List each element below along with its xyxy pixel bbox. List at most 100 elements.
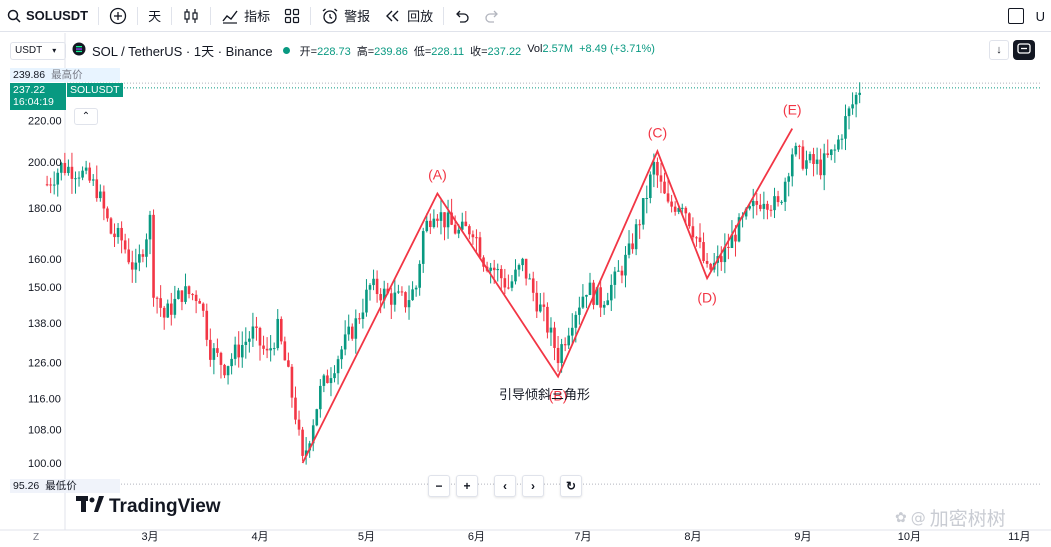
candle-body bbox=[130, 262, 134, 270]
layouts-button[interactable] bbox=[277, 0, 307, 32]
candle-body bbox=[801, 146, 805, 169]
candle-body bbox=[347, 326, 351, 335]
zoom-in-button[interactable]: + bbox=[456, 475, 478, 497]
candle-body bbox=[109, 218, 113, 234]
minus-icon: − bbox=[435, 479, 443, 493]
candle-body bbox=[287, 360, 290, 367]
candle-body bbox=[641, 198, 645, 225]
candle-body bbox=[49, 184, 52, 186]
candle-body bbox=[95, 179, 99, 199]
candle-body bbox=[531, 278, 535, 293]
candle-body bbox=[691, 226, 695, 238]
candle-body bbox=[780, 201, 783, 203]
candle-body bbox=[198, 301, 201, 304]
chart-area[interactable]: (A) (B) (C) (D) (E) 100.00 108.00 116.00 126.00… bbox=[0, 33, 1051, 547]
chevron-left-icon: ‹ bbox=[503, 479, 507, 493]
compare-symbol-button[interactable] bbox=[102, 0, 134, 32]
candle-body bbox=[453, 224, 457, 234]
low-price-tag: 95.26 最低价 bbox=[10, 479, 120, 493]
candle-body bbox=[52, 184, 56, 186]
candle-body bbox=[88, 167, 91, 181]
candle-body bbox=[134, 262, 138, 270]
wave-label: (A) bbox=[428, 167, 447, 183]
undo-icon bbox=[454, 9, 470, 23]
divider bbox=[210, 6, 212, 25]
candle-body bbox=[563, 344, 567, 346]
candle-body bbox=[570, 327, 574, 336]
candle-body bbox=[719, 256, 723, 263]
plus-circle-icon bbox=[109, 7, 127, 25]
candle-body bbox=[617, 270, 620, 272]
chart-type-button[interactable] bbox=[175, 0, 207, 32]
candle-body bbox=[613, 271, 617, 285]
x-tick-label: 11月 bbox=[1008, 531, 1030, 543]
candle-body bbox=[595, 287, 599, 305]
replay-button[interactable]: 回放 bbox=[377, 0, 440, 32]
zoom-out-button[interactable]: − bbox=[428, 475, 450, 497]
candle-body bbox=[169, 303, 173, 315]
collapse-button[interactable]: ⌃ bbox=[74, 108, 98, 125]
wave-label: (D) bbox=[697, 289, 716, 305]
candle-body bbox=[59, 162, 63, 173]
candle-body bbox=[680, 207, 684, 209]
candle-body bbox=[400, 291, 404, 293]
interval-button[interactable]: 天 bbox=[141, 0, 168, 32]
candle-body bbox=[301, 429, 304, 456]
replay-label: 回放 bbox=[407, 9, 434, 24]
candle-body bbox=[698, 237, 702, 243]
fullscreen-icon[interactable] bbox=[1007, 8, 1024, 24]
interval-label: 天 bbox=[148, 9, 162, 24]
candle-body bbox=[432, 218, 436, 228]
candle-body bbox=[666, 193, 670, 202]
candle-body bbox=[404, 292, 407, 308]
candle-body bbox=[492, 267, 496, 271]
download-button[interactable]: ↓ bbox=[989, 40, 1009, 60]
candle-body bbox=[670, 201, 673, 207]
redo-button[interactable] bbox=[477, 0, 507, 32]
candle-body bbox=[663, 181, 666, 194]
screenshot-button[interactable] bbox=[1013, 40, 1035, 60]
chevron-down-icon: ▾ bbox=[52, 46, 57, 55]
brand-name: TradingView bbox=[109, 496, 221, 517]
indicators-button[interactable]: 指标 bbox=[214, 0, 277, 32]
symbol-search-button[interactable]: SOLUSDT bbox=[0, 0, 95, 32]
candle-body bbox=[776, 196, 780, 203]
undo-button[interactable] bbox=[447, 0, 477, 32]
currency-select[interactable]: USDT ▾ bbox=[10, 41, 66, 60]
candle-body bbox=[581, 296, 585, 308]
candle-body bbox=[354, 318, 358, 339]
price-chart[interactable]: (A) (B) (C) (D) (E) 100.00 108.00 116.00 126.00… bbox=[0, 33, 1051, 547]
candle-body bbox=[258, 327, 262, 346]
candle-body bbox=[201, 303, 205, 311]
alert-button[interactable]: 警报 bbox=[314, 0, 377, 32]
candle-body bbox=[503, 278, 507, 288]
scroll-left-button[interactable]: ‹ bbox=[494, 475, 516, 497]
candle-body bbox=[265, 348, 269, 351]
candle-body bbox=[464, 221, 468, 227]
candle-body bbox=[585, 294, 588, 297]
candle-body bbox=[255, 326, 258, 328]
candle-body bbox=[695, 237, 698, 239]
scroll-right-button[interactable]: › bbox=[522, 475, 544, 497]
candle-body bbox=[499, 268, 503, 279]
candle-body bbox=[162, 307, 166, 318]
candle-body bbox=[74, 178, 77, 180]
candle-body bbox=[138, 254, 141, 263]
candle-body bbox=[684, 207, 688, 214]
candle-body bbox=[372, 278, 375, 286]
chart-navigation: − + ‹ › ↻ bbox=[428, 475, 582, 497]
symbol-title: SOL / TetherUS · 1天 · Binance bbox=[92, 44, 273, 59]
candle-body bbox=[574, 314, 578, 328]
candle-body bbox=[546, 306, 549, 333]
wave-line bbox=[301, 128, 794, 464]
candle-body bbox=[808, 154, 812, 161]
candle-body bbox=[262, 345, 265, 349]
candle-body bbox=[148, 214, 152, 240]
candle-body bbox=[766, 203, 769, 210]
candle-body bbox=[553, 327, 556, 348]
countdown-timer: 16:04:19 bbox=[13, 96, 54, 108]
reset-chart-button[interactable]: ↻ bbox=[560, 475, 582, 497]
watermark-icon: ✿ bbox=[895, 509, 907, 526]
candle-body bbox=[333, 373, 336, 379]
candle-body bbox=[798, 145, 801, 147]
